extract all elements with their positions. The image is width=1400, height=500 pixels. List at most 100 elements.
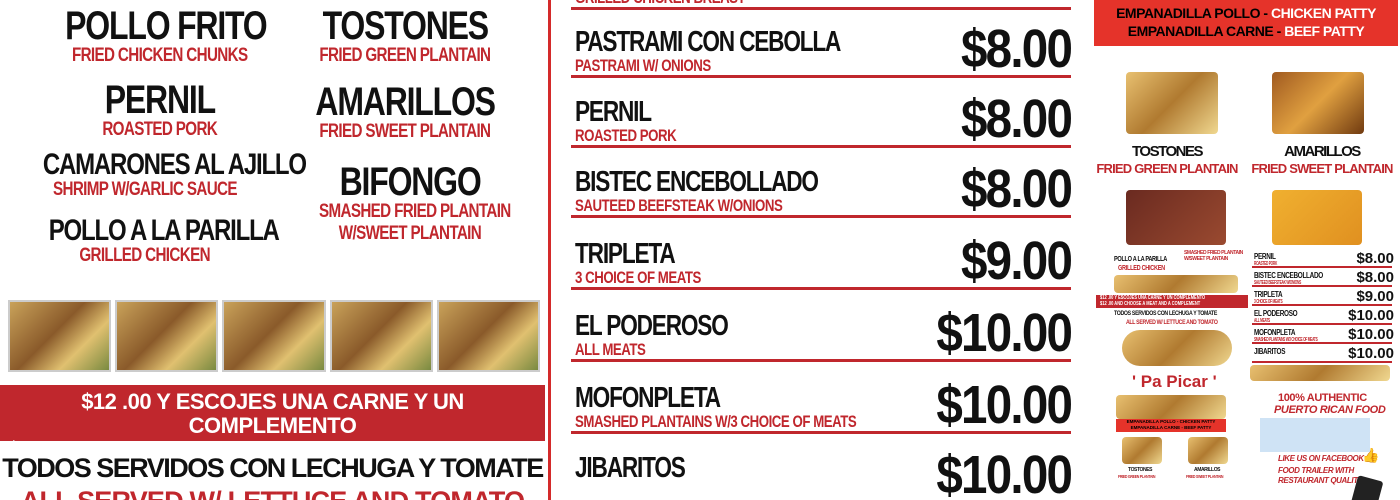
menu-row: JIBARITOS $10.00 (571, 442, 1073, 500)
mini-combo-en: $12 .00 AND CHOOSE A MEAT AND A COMPLEME… (1100, 301, 1201, 307)
menu-row-partial: GRILLED CHICKEN BREAST (571, 0, 1071, 10)
mini-item: POLLO A LA PARILLA (1114, 256, 1167, 263)
menu-item: CAMARONES AL AJILLO SHRIMP W/GARLIC SAUC… (10, 150, 307, 200)
menu-item: AMARILLOS FRIED SWEET PLANTAIN (290, 82, 520, 141)
mini-photos (1122, 330, 1232, 366)
patty-es: EMPANADILLA POLLO (1116, 5, 1260, 21)
row-desc: ROASTED PORK (575, 126, 677, 145)
mini-patty: EMPANADILLA POLLO - CHICKEN PATTY (1126, 419, 1216, 424)
menu-item: PERNIL ROASTED PORK (60, 80, 260, 139)
facebook-link[interactable]: LIKE US ON FACEBOOK (1278, 454, 1364, 463)
row-name: BISTEC ENCEBOLLADO (575, 166, 819, 198)
mini-row-desc: 3 CHOICE OF MEATS (1254, 299, 1283, 305)
mini-item: AMARILLOS (1194, 467, 1221, 473)
item-desc: SMASHED FRIED PLANTAIN (318, 201, 511, 222)
mini-patty-banner: EMPANADILLA POLLO - CHICKEN PATTY EMPANAD… (1116, 419, 1226, 432)
mini-combo-banner: $12 .00 Y ESCOJES UNA CARNE Y UN COMPLEM… (1096, 295, 1248, 308)
tostones-photo (1126, 72, 1218, 134)
item-desc: FRIED SWEET PLANTAIN (319, 121, 491, 142)
trailer-text: FOOD TRAILER WITH (1278, 466, 1354, 475)
food-photo (115, 300, 219, 372)
row-desc: SAUTEED BEEFSTEAK W/ONIONS (575, 196, 783, 215)
row-price: $10.00 (936, 303, 1073, 363)
served-text-en: ALL SERVED W/ LETTUCE AND TOMATO (0, 488, 545, 500)
menu-row: TRIPLETA 3 CHOICE OF MEATS $9.00 (571, 228, 1073, 291)
row-name: TRIPLETA (575, 238, 676, 270)
row-name: PASTRAMI CON CEBOLLA (575, 26, 841, 58)
menu-row: BISTEC ENCEBOLLADO SAUTEED BEEFSTEAK W/ON… (571, 156, 1073, 219)
food-photo (436, 300, 541, 372)
row-price: $8.00 (960, 159, 1073, 219)
mini-row-price: $10.00 (1348, 307, 1394, 324)
full-menu-panel: EMPANADILLA POLLO - CHICKEN PATTY EMPANA… (1092, 0, 1400, 500)
item-desc: ROASTED PORK (102, 119, 218, 140)
trailer-text: RESTAURANT QUALITY (1278, 476, 1363, 485)
row-price: $8.00 (960, 89, 1073, 149)
row-name: PERNIL (575, 96, 652, 128)
combo-banner: $12 .00 Y ESCOJES UNA CARNE Y UN COMPLEM… (0, 385, 545, 462)
side-name: TOSTONES (1132, 143, 1203, 160)
left-menu-panel: POLLO FRITO FRIED CHICKEN CHUNKS TOSTONE… (0, 0, 545, 500)
side-desc: FRIED GREEN PLANTAIN (1096, 161, 1238, 176)
mini-sandwich-photos (1250, 365, 1390, 381)
row-name: MOFONPLETA (575, 382, 721, 414)
mini-row-name: EL PODEROSO (1254, 309, 1298, 318)
food-photo (329, 300, 433, 372)
row-desc: ALL MEATS (575, 340, 646, 359)
row-price: $8.00 (960, 19, 1073, 79)
mini-patty: EMPANADILLA CARNE - BEEF PATTY (1130, 425, 1212, 430)
combo-text-en: $12 .00 AND CHOOSE A MEAT AND A COMPLEME… (7, 437, 538, 462)
amarillos-photo (1272, 72, 1364, 134)
thumbs-up-icon: 👍 (1362, 447, 1380, 463)
patty-en: BEEF PATTY (1284, 23, 1365, 39)
mini-row-desc: ALL MEATS (1254, 318, 1270, 324)
item-desc: FRIED GREEN PLANTAIN (319, 45, 491, 66)
item-desc: SHRIMP W/GARLIC SAUCE (53, 179, 238, 200)
puerto-rico-map (1260, 418, 1370, 452)
mini-row-desc: SMASHED PLANTAINS W/3 CHOICE OF MEATS (1254, 337, 1318, 343)
mini-desc: FRIED GREEN PLANTAIN (1118, 474, 1156, 479)
mini-served-en: ALL SERVED W/ LETTUCE AND TOMATO (1126, 319, 1218, 326)
mini-row-name: PERNIL (1254, 252, 1276, 261)
row-name: JIBARITOS (575, 452, 686, 484)
authentic-text: PUERTO RICAN FOOD (1274, 404, 1386, 416)
menu-row: MOFONPLETA SMASHED PLANTAINS W/3 CHOICE O… (571, 372, 1073, 435)
menu-row: PERNIL ROASTED PORK $8.00 (571, 86, 1073, 149)
divider (1252, 266, 1392, 268)
menu-row: EL PODEROSO ALL MEATS $10.00 (571, 300, 1073, 363)
mini-row-price: $10.00 (1348, 345, 1394, 362)
mini-photo-strip (1114, 275, 1238, 293)
mini-photo (1188, 437, 1228, 464)
menu-item: POLLO A LA PARILLA GRILLED CHICKEN (20, 216, 280, 266)
mini-row-desc: SAUTEED BEEFSTEAK W/ONIONS (1254, 280, 1302, 286)
item-desc: W/SWEET PLANTAIN (338, 223, 482, 244)
menu-item: TOSTONES FRIED GREEN PLANTAIN (290, 6, 520, 65)
mini-row-name: TRIPLETA (1254, 290, 1283, 299)
served-text-es: TODOS SERVIDOS CON LECHUGA Y TOMATE (2, 453, 544, 483)
combo-text-es: $12 .00 Y ESCOJES UNA CARNE Y UN COMPLEM… (81, 389, 464, 438)
menu-row: PASTRAMI CON CEBOLLA PASTRAMI W/ ONIONS $8… (571, 16, 1073, 79)
patty-banner: EMPANADILLA POLLO - CHICKEN PATTY EMPANA… (1094, 0, 1398, 46)
item-name: TOSTONES (322, 4, 488, 48)
mini-row-name: JIBARITOS (1254, 347, 1286, 356)
mini-desc: GRILLED CHICKEN (1118, 265, 1165, 272)
side-desc: FRIED SWEET PLANTAIN (1251, 161, 1393, 176)
pa-picar-title: ' Pa Picar ' (1132, 372, 1217, 391)
side-name: AMARILLOS (1284, 143, 1361, 160)
row-desc: GRILLED CHICKEN BREAST (575, 0, 746, 8)
mini-photo (1122, 437, 1162, 464)
divider (1252, 323, 1392, 325)
sandwich-price-panel: GRILLED CHICKEN BREAST PASTRAMI CON CEBO… (548, 0, 1090, 500)
mini-row-price: $8.00 (1356, 269, 1394, 286)
row-desc: 3 CHOICE OF MEATS (575, 268, 701, 287)
row-desc: SMASHED PLANTAINS W/3 CHOICE OF MEATS (575, 412, 857, 431)
mini-desc: FRIED SWEET PLANTAIN (1186, 474, 1224, 479)
menu-item: POLLO FRITO FRIED CHICKEN CHUNKS (40, 6, 280, 65)
food-photo (8, 300, 112, 372)
row-price: $9.00 (960, 231, 1073, 291)
item-name: PERNIL (104, 78, 216, 122)
mini-served-es: TODOS SERVIDOS CON LECHUGA Y TOMATE (1114, 310, 1218, 317)
mini-row-name: BISTEC ENCEBOLLADO (1254, 271, 1323, 280)
food-photo (222, 300, 326, 372)
item-name: POLLO FRITO (65, 4, 268, 48)
